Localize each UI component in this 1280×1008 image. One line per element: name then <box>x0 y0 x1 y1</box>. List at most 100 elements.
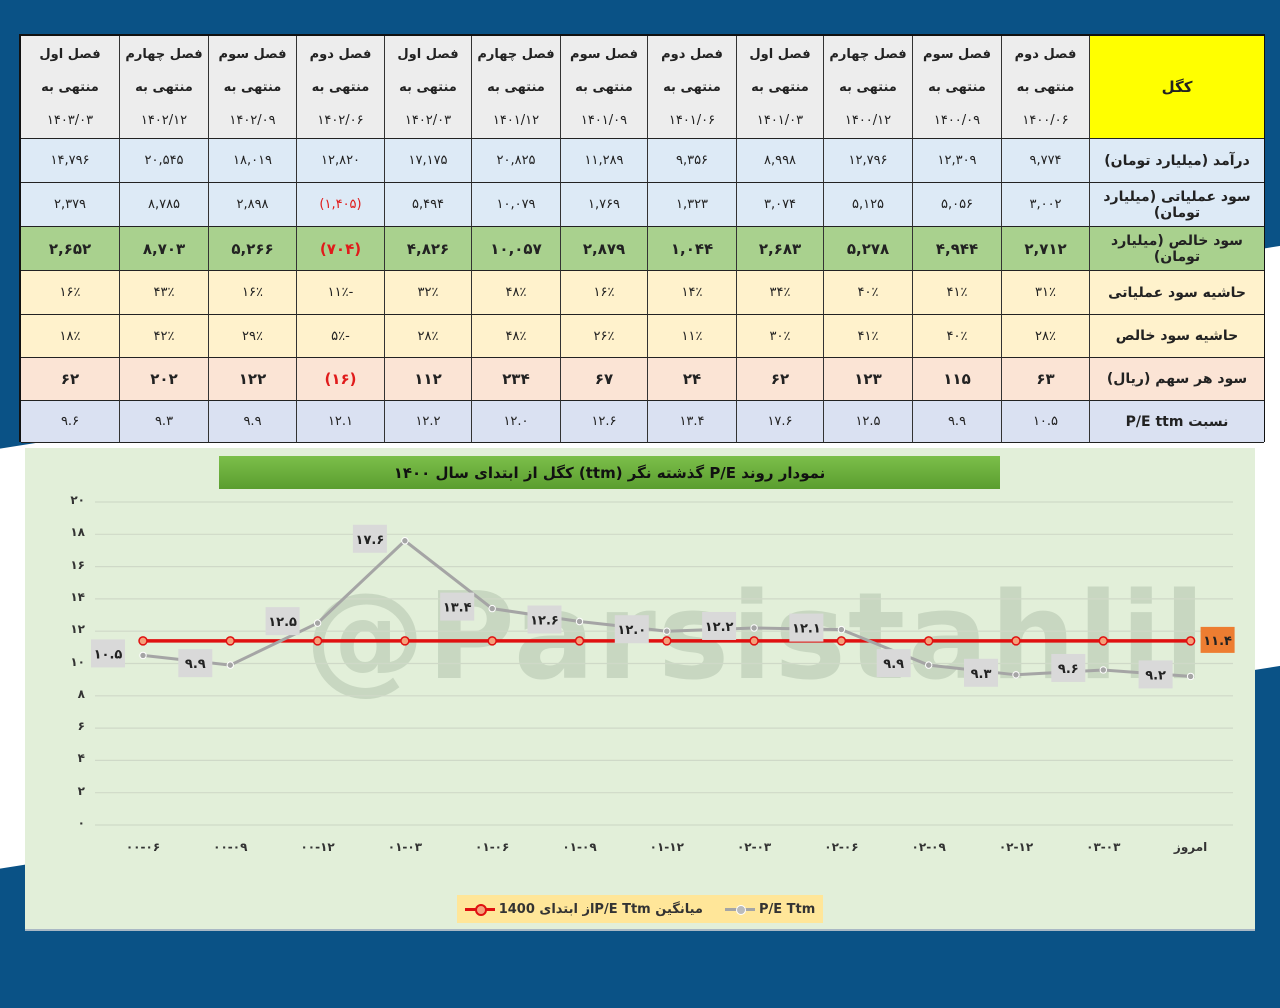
pe-marker <box>925 661 933 669</box>
header-ending: منتهی به <box>223 79 282 95</box>
header-season: فصل دوم <box>309 46 372 62</box>
header-season: فصل سوم <box>923 46 991 62</box>
column-header: فصل سوم منتهی به ۱۴۰۰/۰۹ <box>913 36 1002 139</box>
average-marker <box>225 636 236 646</box>
table-cell: ۱,۷۶۹ <box>561 183 648 227</box>
legend-avg-label: میانگین P/E Ttmاز ابتدای 1400 <box>498 901 703 917</box>
data-label-box <box>440 592 475 621</box>
data-label: ۱۷.۶ <box>356 533 385 548</box>
header-date: ۱۴۰۱/۰۹ <box>580 112 628 128</box>
table-cell: ۱۲,۷۹۶ <box>824 139 913 183</box>
average-marker <box>923 636 934 646</box>
data-label: ۱۲.۲ <box>705 620 734 635</box>
table-cell: ۳۲٪ <box>385 271 472 315</box>
column-header: فصل دوم منتهی به ۱۴۰۲/۰۶ <box>297 36 385 139</box>
header-ending: منتهی به <box>575 79 633 95</box>
table-cell: ۲۰,۵۴۵ <box>120 139 209 183</box>
column-header: فصل اول منتهی به ۱۴۰۲/۰۳ <box>385 36 472 139</box>
y-tick-label: ۱۸ <box>70 525 85 540</box>
header-ending: منتهی به <box>487 79 545 95</box>
table-cell: ۱۲.۵ <box>824 401 913 443</box>
table-cell: ۲۹٪ <box>209 315 297 358</box>
column-header: فصل دوم منتهی به ۱۴۰۰/۰۶ <box>1002 36 1090 139</box>
table-cell: (۱۶) <box>297 358 385 401</box>
table-cell: ۵,۰۵۶ <box>913 183 1002 227</box>
average-marker <box>662 636 672 646</box>
table-cell: ۴۰٪ <box>824 271 913 315</box>
data-label-box <box>91 639 125 668</box>
y-tick-label: ۴ <box>77 751 85 766</box>
table-cell: ۴,۹۴۴ <box>913 227 1002 271</box>
data-label: ۹.۳ <box>971 667 992 682</box>
header-season: فصل سوم <box>218 46 287 62</box>
table-cell: ۱۱٪ <box>648 315 737 358</box>
table-cell: ۱۲۲ <box>209 358 297 401</box>
table-cell: ۹,۷۷۴ <box>1002 139 1090 183</box>
x-tick-label: ۰۱-۰۶ <box>475 840 510 854</box>
header-season: فصل چهارم <box>829 46 907 62</box>
table-cell: ۱۴٪ <box>648 271 737 315</box>
table-cell: ۱۲.۲ <box>385 401 472 443</box>
data-label: ۱۲.۱ <box>792 622 821 637</box>
data-label: ۹.۶ <box>1058 662 1079 677</box>
column-header: فصل سوم منتهی به ۱۴۰۲/۰۹ <box>209 36 297 139</box>
table-cell: ۲,۶۵۲ <box>21 227 120 271</box>
table-cell: ۱۶٪ <box>209 271 297 315</box>
x-tick-label: ۰۱-۰۳ <box>387 840 423 854</box>
header-ending: منتهی به <box>751 79 809 95</box>
average-marker <box>1011 636 1021 646</box>
pe-marker <box>313 619 322 627</box>
average-marker <box>138 636 148 646</box>
data-label: ۹.۲ <box>1145 668 1166 683</box>
header-season: فصل دوم <box>661 46 723 62</box>
table-cell: ۲۳۴ <box>472 358 561 401</box>
table-cell: (۷۰۴) <box>297 227 385 271</box>
table-cell: ۱۸,۰۱۹ <box>209 139 297 183</box>
header-date: ۱۴۰۲/۰۹ <box>229 112 276 128</box>
header-ending: منتهی به <box>399 79 457 95</box>
pe-marker <box>1012 671 1020 679</box>
data-label: ۱۲.۶ <box>530 614 559 629</box>
x-tick-label: ۰۱-۱۲ <box>649 840 684 854</box>
table-cell: ۱۲.۶ <box>561 401 648 443</box>
row-label: حاشیه سود عملیاتی <box>1090 271 1264 315</box>
header-date: ۱۴۰۲/۱۲ <box>140 112 188 128</box>
x-tick-label: ۰۱-۰۹ <box>562 840 597 854</box>
x-tick-label: ۰۲-۱۲ <box>998 840 1034 854</box>
average-marker <box>749 636 759 646</box>
table-cell: ۸,۷۸۵ <box>120 183 209 227</box>
table-cell: ۹.۹ <box>913 401 1002 443</box>
table-cell: ۳۱٪ <box>1002 271 1090 315</box>
table-cell: ۴,۸۲۶ <box>385 227 472 271</box>
data-label: ۹.۹ <box>185 657 206 672</box>
data-label: ۱۳.۴ <box>443 601 472 616</box>
chart-title: نمودار روند P/E گذشته نگر (ttm) کگل از ا… <box>219 456 1000 489</box>
column-header: فصل چهارم منتهی به ۱۴۰۰/۱۲ <box>824 36 913 139</box>
table-cell: ۲,۸۹۸ <box>209 183 297 227</box>
table-cell: ۲۸٪ <box>385 315 472 358</box>
table-cell: -۱۱٪ <box>297 271 385 315</box>
table-cell: ۱۰.۵ <box>1002 401 1090 443</box>
pe-marker <box>226 661 235 669</box>
header-ending: منتهی به <box>311 79 370 95</box>
table-cell: ۳,۰۰۲ <box>1002 183 1090 227</box>
header-season: فصل چهارم <box>125 46 203 62</box>
header-date: ۱۴۰۱/۰۶ <box>668 112 716 128</box>
header-date: ۱۴۰۲/۰۳ <box>404 112 452 128</box>
data-label: ۱۲.۰ <box>617 623 646 638</box>
row-label: حاشیه سود خالص <box>1090 315 1264 358</box>
table-cell: ۲,۷۱۲ <box>1002 227 1090 271</box>
table-cell: ۵,۲۷۸ <box>824 227 913 271</box>
table-cell: ۳۰٪ <box>737 315 824 358</box>
pe-marker <box>1099 666 1108 674</box>
pe-marker <box>837 625 846 634</box>
table-cell: ۲,۳۷۹ <box>21 183 120 227</box>
y-tick-label: ۱۰ <box>70 654 85 669</box>
table-cell: ۸,۹۹۸ <box>737 139 824 183</box>
red-line-marker-icon <box>464 904 495 916</box>
table-cell: ۲,۶۸۳ <box>737 227 824 271</box>
header-date: ۱۴۰۲/۰۶ <box>317 112 364 128</box>
pe-line <box>142 538 1191 678</box>
row-label: نسبت P/E ttm <box>1090 401 1264 443</box>
data-label: ۱۰.۵ <box>94 647 123 662</box>
